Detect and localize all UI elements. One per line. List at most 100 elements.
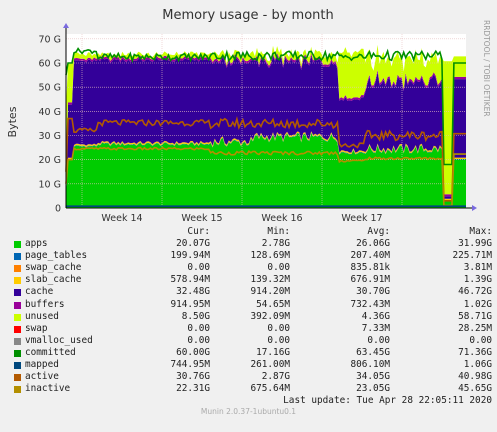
legend-max: 31.99G [458,238,492,250]
legend-row-apps: apps 20.07G 2.78G 26.06G 31.99G [12,238,492,250]
legend-rows: apps 20.07G 2.78G 26.06G 31.99G page_tables 19… [12,238,492,395]
y-axis-label: Bytes [6,106,19,137]
chart-title: Memory usage - by month [162,8,333,23]
last-update-row: Last update: Tue Apr 28 22:05:11 2020 [12,395,492,407]
y-tick-label: 70 G [39,34,61,45]
legend-cur: 30.76G [176,371,210,383]
legend-swatch [14,326,21,333]
legend-name: swap [25,323,48,335]
legend-name: page_tables [25,250,87,262]
legend-max: 40.98G [458,371,492,383]
legend-name: apps [25,238,48,250]
legend-min: 392.09M [250,311,290,323]
legend-max: 71.36G [458,347,492,359]
legend-swatch [14,374,21,381]
legend-avg: 207.40M [350,250,390,262]
legend-row-inactive: inactive 22.31G 675.64M 23.05G 45.65G [12,383,492,395]
legend-avg: 732.43M [350,299,390,311]
legend-cur: 20.07G [176,238,210,250]
legend-swatch [14,289,21,296]
legend-avg: 4.36G [362,311,390,323]
legend-cur: 32.48G [176,286,210,298]
legend-avg: 26.06G [356,238,390,250]
y-tick-label: 30 G [39,131,61,142]
legend-min: 914.20M [250,286,290,298]
col-max-header: Max: [469,226,492,238]
col-min-header: Min: [267,226,290,238]
legend-min: 2.78G [262,238,290,250]
legend-min: 0.00 [267,262,290,274]
legend-min: 54.65M [256,299,290,311]
legend-name: unused [25,311,59,323]
legend-cur: 744.95M [170,359,210,371]
legend-max: 225.71M [452,250,492,262]
legend-avg: 7.33M [362,323,390,335]
legend-swatch [14,350,21,357]
legend-name: cache [25,286,53,298]
legend-name: committed [25,347,76,359]
legend-cur: 914.95M [170,299,210,311]
legend-min: 2.87G [262,371,290,383]
legend-cur: 22.31G [176,383,210,395]
legend-cur: 0.00 [187,323,210,335]
legend-max: 45.65G [458,383,492,395]
legend-row-committed: committed 60.00G 17.16G 63.45G 71.36G [12,347,492,359]
legend-avg: 30.70G [356,286,390,298]
legend-min: 675.64M [250,383,290,395]
legend-avg: 63.45G [356,347,390,359]
legend-max: 1.06G [464,359,492,371]
legend-row-active: active 30.76G 2.87G 34.05G 40.98G [12,371,492,383]
y-tick-label: 10 G [39,179,61,190]
x-tick-label: Week 17 [341,213,382,224]
legend-name: slab_cache [25,274,81,286]
legend-swatch [14,302,21,309]
y-tick-label: 50 G [39,83,61,94]
x-tick-label: Week 15 [181,213,222,224]
legend-swatch [14,277,21,284]
y-tick-label: 20 G [39,155,61,166]
legend-swatch [14,386,21,393]
legend-row-cache: cache 32.48G 914.20M 30.70G 46.72G [12,286,492,298]
legend-swatch [14,241,21,248]
legend-max: 28.25M [458,323,492,335]
legend-row-swap: swap 0.00 0.00 7.33M 28.25M [12,323,492,335]
last-update: Last update: Tue Apr 28 22:05:11 2020 [283,395,492,407]
legend-cur: 199.94M [170,250,210,262]
legend-swatch [14,265,21,272]
legend-name: active [25,371,59,383]
munin-footer: Munin 2.0.37-1ubuntu0.1 [0,407,497,416]
legend-min: 0.00 [267,335,290,347]
legend-cur: 0.00 [187,262,210,274]
x-tick-label: Week 14 [101,213,142,224]
legend-avg: 23.05G [356,383,390,395]
legend-name: buffers [25,299,65,311]
legend-max: 1.39G [464,274,492,286]
y-tick-label: 0 [55,204,61,215]
legend-swatch [14,253,21,260]
legend-name: mapped [25,359,59,371]
x-axis-arrow [472,205,477,211]
legend-avg: 34.05G [356,371,390,383]
legend-min: 0.00 [267,323,290,335]
legend-cur: 60.00G [176,347,210,359]
legend-min: 261.00M [250,359,290,371]
rrdtool-credit: RRDTOOL / TOBI OETIKER [482,20,491,117]
legend-cur: 578.94M [170,274,210,286]
legend-name: inactive [25,383,70,395]
legend-avg: 676.91M [350,274,390,286]
legend-header: Cur: Min: Avg: Max: [12,226,492,238]
legend-max: 46.72G [458,286,492,298]
legend-max: 58.71G [458,311,492,323]
legend-min: 17.16G [256,347,290,359]
y-axis-arrow [63,23,69,28]
legend-swatch [14,338,21,345]
legend-swatch [14,362,21,369]
y-tick-label: 60 G [39,59,61,70]
legend-table: Cur: Min: Avg: Max: apps 20.07G 2.78G 26.06… [12,226,492,407]
